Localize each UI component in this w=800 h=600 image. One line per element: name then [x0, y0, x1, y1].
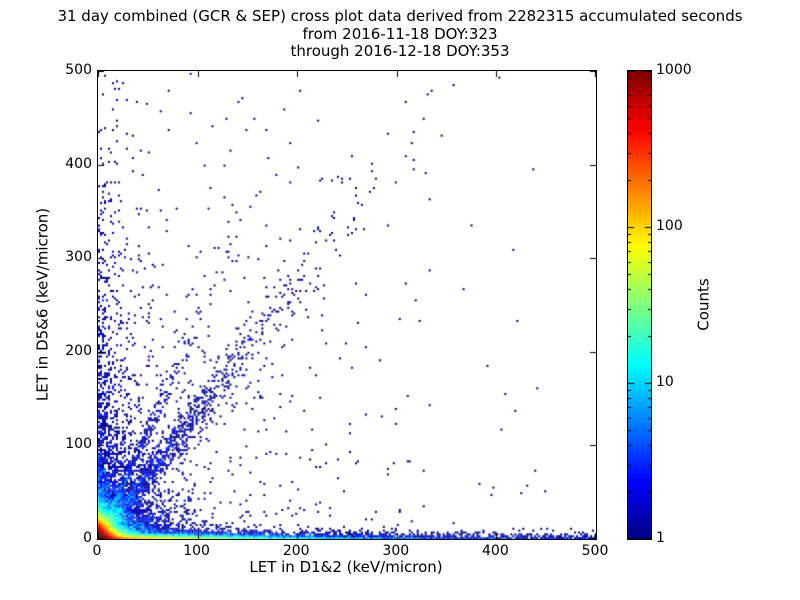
y-tick-label: 500	[65, 62, 92, 78]
x-tick-label: 500	[581, 543, 609, 559]
colorbar-tick-label: 100	[656, 218, 683, 234]
y-tick-label: 100	[65, 436, 92, 453]
colorbar-tick-label: 10	[656, 374, 674, 390]
colorbar	[627, 70, 652, 540]
colorbar-tick-label: 1000	[656, 62, 692, 78]
x-tick-label: 0	[92, 543, 102, 559]
x-axis-label: LET in D1&2 (keV/micron)	[249, 558, 443, 576]
y-tick-label: 0	[83, 530, 92, 546]
x-tick-label: 100	[183, 543, 210, 559]
y-tick-label: 300	[65, 249, 92, 266]
plot-area	[97, 70, 597, 540]
scatter-canvas	[98, 71, 596, 539]
y-axis-label: LET in D5&6 (keV/micron)	[33, 207, 52, 402]
chart-title-line1: 31 day combined (GCR & SEP) cross plot d…	[57, 7, 743, 25]
chart-title-line2: from 2016-11-18 DOY:323	[302, 25, 498, 43]
chart-title-line3: through 2016-12-18 DOY:353	[290, 42, 510, 60]
x-tick-label: 200	[282, 543, 310, 559]
x-tick-label: 300	[382, 543, 410, 559]
colorbar-tick-label: 1	[656, 530, 665, 546]
y-tick-label: 400	[65, 155, 92, 172]
x-tick-label: 400	[482, 543, 509, 559]
colorbar-label: Counts	[694, 278, 713, 331]
y-tick-label: 200	[65, 342, 92, 359]
colorbar-gradient	[628, 71, 651, 539]
